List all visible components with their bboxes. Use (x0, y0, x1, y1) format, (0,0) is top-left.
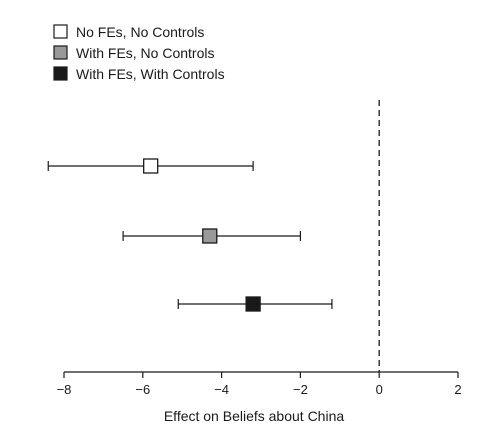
legend-swatch-3 (54, 67, 67, 80)
x-tick-label-2: −6 (135, 382, 150, 397)
legend: No FEs, No Controls With FEs, No Controls… (54, 24, 225, 82)
x-axis: −8 −6 −4 −2 0 2 (57, 372, 462, 397)
legend-label-3: With FEs, With Controls (76, 66, 225, 82)
point-estimate-2 (203, 229, 217, 243)
legend-label-1: No FEs, No Controls (76, 24, 204, 40)
legend-label-2: With FEs, No Controls (76, 45, 214, 61)
plot-marks (48, 159, 332, 311)
legend-swatch-2 (54, 46, 67, 59)
point-estimate-3 (246, 297, 260, 311)
point-estimate-1 (144, 159, 158, 173)
legend-swatch-1 (54, 25, 67, 38)
x-tick-label-3: −4 (214, 382, 229, 397)
x-axis-label: Effect on Beliefs about China (164, 408, 345, 424)
x-tick-label-5: 0 (376, 382, 383, 397)
x-tick-label-6: 2 (454, 382, 461, 397)
x-tick-label-1: −8 (57, 382, 72, 397)
x-tick-label-4: −2 (293, 382, 308, 397)
